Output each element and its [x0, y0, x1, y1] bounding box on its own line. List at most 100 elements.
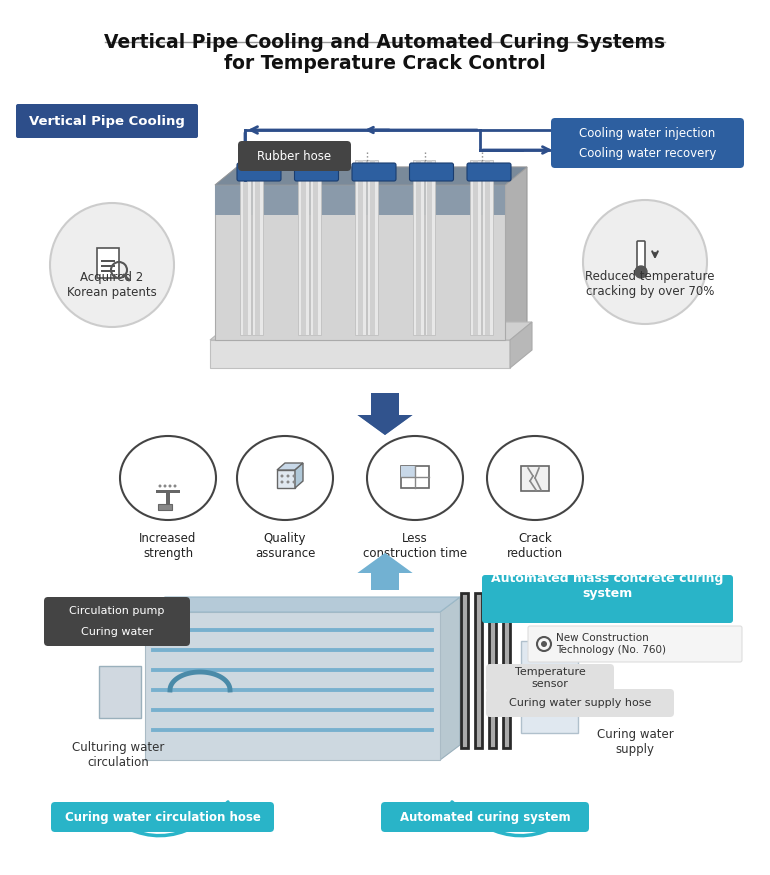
- FancyBboxPatch shape: [551, 118, 744, 148]
- Text: Curing water supply hose: Curing water supply hose: [509, 698, 651, 708]
- Polygon shape: [295, 463, 303, 488]
- FancyBboxPatch shape: [44, 597, 190, 625]
- Polygon shape: [210, 340, 510, 368]
- Text: Automated mass concrete curing
system: Automated mass concrete curing system: [491, 572, 724, 600]
- Text: Quality
assurance: Quality assurance: [255, 532, 315, 560]
- Polygon shape: [215, 167, 527, 185]
- Circle shape: [280, 474, 283, 478]
- FancyBboxPatch shape: [482, 160, 493, 335]
- Text: Temperature
sensor: Temperature sensor: [514, 668, 585, 689]
- FancyBboxPatch shape: [51, 802, 274, 832]
- Text: Curing water: Curing water: [81, 627, 153, 637]
- Polygon shape: [210, 322, 532, 340]
- FancyBboxPatch shape: [16, 104, 198, 138]
- Circle shape: [169, 485, 172, 487]
- FancyBboxPatch shape: [158, 504, 172, 510]
- FancyBboxPatch shape: [313, 160, 317, 335]
- Polygon shape: [440, 597, 460, 760]
- FancyBboxPatch shape: [240, 160, 251, 335]
- FancyBboxPatch shape: [528, 626, 742, 662]
- FancyBboxPatch shape: [521, 466, 549, 491]
- Text: Cooling water injection: Cooling water injection: [579, 127, 715, 139]
- Text: Vertical Pipe Cooling: Vertical Pipe Cooling: [29, 115, 185, 128]
- FancyBboxPatch shape: [367, 160, 378, 335]
- FancyBboxPatch shape: [243, 160, 248, 335]
- Polygon shape: [357, 553, 413, 590]
- Text: Curing water circulation hose: Curing water circulation hose: [65, 810, 260, 823]
- Polygon shape: [505, 167, 527, 340]
- Polygon shape: [145, 597, 460, 612]
- Ellipse shape: [237, 436, 333, 520]
- FancyBboxPatch shape: [101, 264, 115, 267]
- FancyBboxPatch shape: [310, 160, 320, 335]
- FancyBboxPatch shape: [101, 260, 115, 262]
- FancyBboxPatch shape: [352, 163, 396, 181]
- FancyBboxPatch shape: [370, 160, 375, 335]
- Polygon shape: [215, 185, 505, 340]
- FancyBboxPatch shape: [156, 490, 180, 493]
- Circle shape: [159, 485, 162, 487]
- Circle shape: [635, 266, 647, 278]
- FancyBboxPatch shape: [97, 248, 119, 278]
- FancyBboxPatch shape: [252, 160, 263, 335]
- FancyBboxPatch shape: [521, 641, 578, 733]
- Text: Reduced temperature
cracking by over 70%: Reduced temperature cracking by over 70%: [585, 270, 715, 298]
- FancyBboxPatch shape: [215, 185, 505, 215]
- Polygon shape: [277, 463, 303, 470]
- FancyBboxPatch shape: [255, 160, 260, 335]
- FancyBboxPatch shape: [238, 141, 351, 171]
- FancyBboxPatch shape: [637, 241, 645, 271]
- Text: Acquired 2
Korean patents: Acquired 2 Korean patents: [67, 271, 157, 299]
- FancyBboxPatch shape: [485, 160, 490, 335]
- FancyBboxPatch shape: [297, 160, 309, 335]
- Text: Curing water
supply: Curing water supply: [597, 728, 674, 756]
- FancyBboxPatch shape: [166, 490, 170, 506]
- Circle shape: [173, 485, 176, 487]
- Text: New Construction
Technology (No. 760): New Construction Technology (No. 760): [556, 634, 666, 654]
- Circle shape: [293, 474, 296, 478]
- FancyBboxPatch shape: [467, 163, 511, 181]
- FancyBboxPatch shape: [551, 138, 744, 168]
- FancyBboxPatch shape: [427, 160, 433, 335]
- Circle shape: [286, 474, 290, 478]
- Polygon shape: [215, 167, 527, 185]
- FancyBboxPatch shape: [44, 618, 190, 646]
- FancyBboxPatch shape: [99, 666, 141, 718]
- Text: for Temperature Crack Control: for Temperature Crack Control: [224, 54, 546, 73]
- Text: Less
construction time: Less construction time: [363, 532, 467, 560]
- Text: Increased
strength: Increased strength: [139, 532, 196, 560]
- Ellipse shape: [120, 436, 216, 520]
- Polygon shape: [357, 393, 413, 435]
- FancyBboxPatch shape: [473, 160, 478, 335]
- FancyBboxPatch shape: [486, 689, 674, 717]
- FancyBboxPatch shape: [416, 160, 420, 335]
- Text: Culturing water
circulation: Culturing water circulation: [72, 741, 164, 769]
- FancyBboxPatch shape: [101, 270, 115, 272]
- Circle shape: [280, 480, 283, 484]
- FancyBboxPatch shape: [413, 160, 424, 335]
- Circle shape: [583, 200, 707, 324]
- FancyBboxPatch shape: [424, 160, 436, 335]
- FancyBboxPatch shape: [401, 466, 429, 488]
- FancyBboxPatch shape: [294, 163, 339, 181]
- FancyBboxPatch shape: [486, 664, 614, 692]
- Polygon shape: [357, 393, 413, 435]
- Text: Rubber hose: Rubber hose: [257, 150, 332, 163]
- Ellipse shape: [367, 436, 463, 520]
- FancyBboxPatch shape: [237, 163, 281, 181]
- FancyBboxPatch shape: [470, 160, 481, 335]
- Circle shape: [163, 485, 166, 487]
- Text: Cooling water recovery: Cooling water recovery: [579, 146, 716, 159]
- Circle shape: [286, 480, 290, 484]
- Text: Crack
reduction: Crack reduction: [507, 532, 563, 560]
- Text: Circulation pump: Circulation pump: [69, 606, 165, 616]
- FancyBboxPatch shape: [355, 160, 366, 335]
- FancyBboxPatch shape: [300, 160, 306, 335]
- Text: Automated curing system: Automated curing system: [400, 810, 571, 823]
- Circle shape: [293, 480, 296, 484]
- FancyBboxPatch shape: [410, 163, 454, 181]
- Circle shape: [50, 203, 174, 327]
- Polygon shape: [145, 612, 440, 760]
- Circle shape: [541, 641, 547, 647]
- FancyBboxPatch shape: [482, 575, 733, 623]
